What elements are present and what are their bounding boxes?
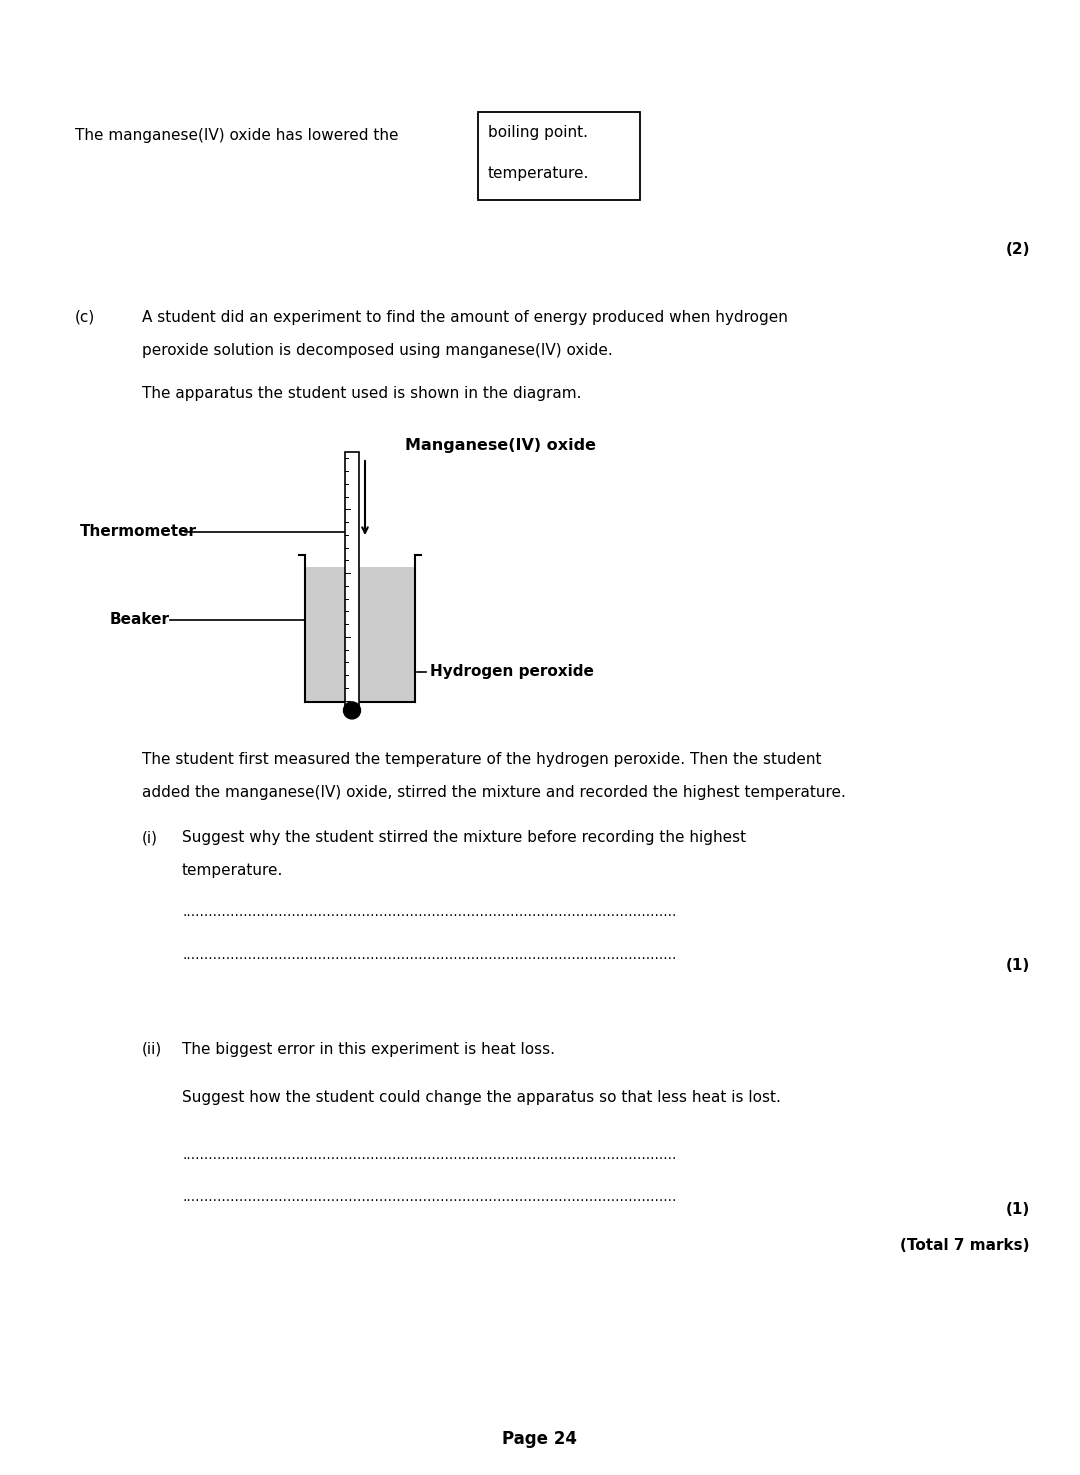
Text: (i): (i) [141,830,158,845]
Text: (c): (c) [75,310,95,324]
Text: The manganese(IV) oxide has lowered the: The manganese(IV) oxide has lowered the [75,128,399,143]
Circle shape [343,702,361,718]
Text: peroxide solution is decomposed using manganese(IV) oxide.: peroxide solution is decomposed using ma… [141,344,612,358]
Text: (1): (1) [1005,1202,1030,1217]
Bar [478,112,640,201]
Text: The apparatus the student used is shown in the diagram.: The apparatus the student used is shown … [141,386,581,401]
Text: temperature.: temperature. [488,167,590,181]
Text: boiling point.: boiling point. [488,125,588,140]
Text: ................................................................................: ........................................… [183,1148,676,1162]
Text: ................................................................................: ........................................… [183,1190,676,1204]
Text: ................................................................................: ........................................… [183,948,676,962]
Bar [345,451,359,707]
Text: The biggest error in this experiment is heat loss.: The biggest error in this experiment is … [183,1041,555,1058]
Text: The student first measured the temperature of the hydrogen peroxide. Then the st: The student first measured the temperatu… [141,752,822,767]
Text: (1): (1) [1005,957,1030,974]
Text: added the manganese(IV) oxide, stirred the mixture and recorded the highest temp: added the manganese(IV) oxide, stirred t… [141,785,846,799]
Text: Page 24: Page 24 [502,1429,578,1448]
Text: Suggest why the student stirred the mixture before recording the highest: Suggest why the student stirred the mixt… [183,830,746,845]
Text: Beaker: Beaker [110,612,170,627]
Text: Manganese(IV) oxide: Manganese(IV) oxide [405,438,596,453]
Text: (Total 7 marks): (Total 7 marks) [901,1238,1030,1252]
Text: A student did an experiment to find the amount of energy produced when hydrogen: A student did an experiment to find the … [141,310,788,324]
Text: (ii): (ii) [141,1041,162,1058]
Text: Thermometer: Thermometer [80,525,197,540]
Bar [305,566,415,702]
Text: Hydrogen peroxide: Hydrogen peroxide [430,665,594,680]
Text: Suggest how the student could change the apparatus so that less heat is lost.: Suggest how the student could change the… [183,1090,781,1105]
Text: (2): (2) [1005,242,1030,257]
Text: temperature.: temperature. [183,863,283,878]
Text: ................................................................................: ........................................… [183,906,676,919]
